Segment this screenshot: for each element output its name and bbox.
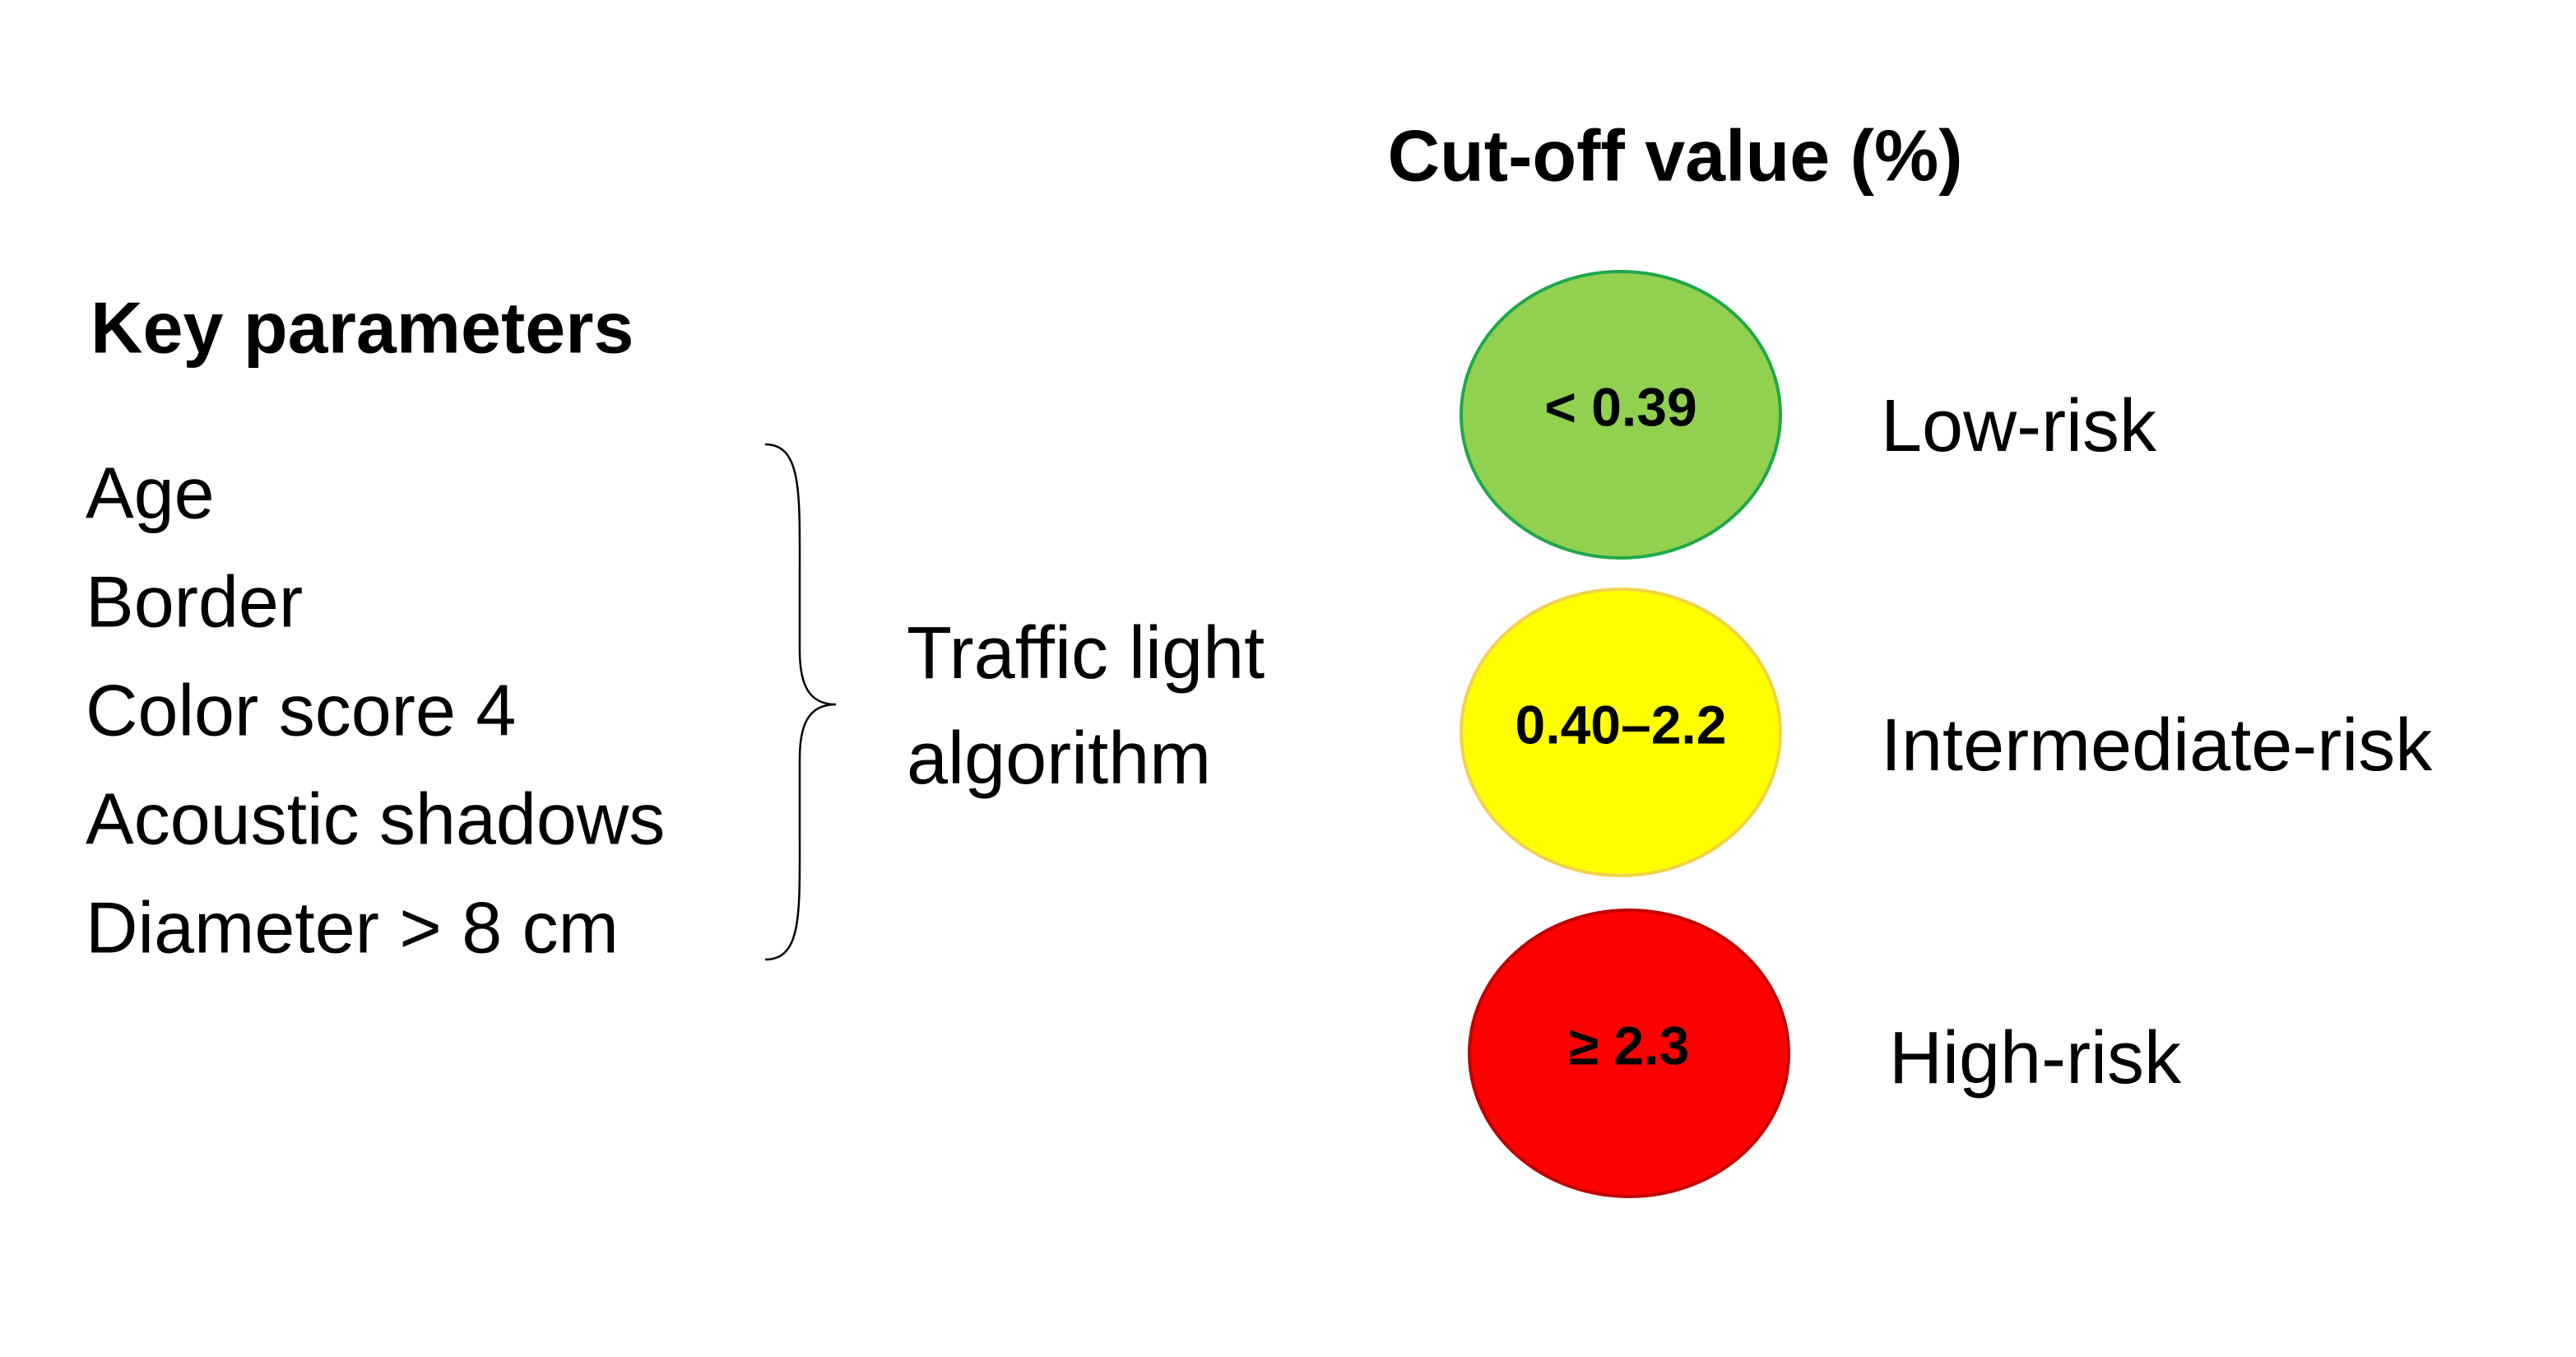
risk-circle [1460, 588, 1782, 877]
cutoff-value: ≥ 2.3 [1569, 1015, 1689, 1076]
parameter-item: Diameter > 8 cm [86, 886, 619, 968]
algorithm-line: Traffic light [907, 612, 1265, 695]
key-parameters-title: Key parameters [91, 286, 634, 368]
risk-circle [1468, 909, 1790, 1198]
cutoff-value: < 0.39 [1544, 376, 1696, 437]
algorithm-line: algorithm [907, 718, 1211, 800]
risk-label: Intermediate-risk [1881, 704, 2433, 787]
risk-label: Low-risk [1881, 385, 2157, 467]
cutoff-value: 0.40–2.2 [1515, 694, 1727, 755]
parameter-item: Color score 4 [86, 669, 516, 751]
parameter-item: Age [86, 452, 215, 533]
risk-label: High-risk [1889, 1017, 2182, 1099]
parameter-item: Border [86, 560, 303, 642]
risk-circle [1460, 270, 1782, 560]
parameter-item: Acoustic shadows [86, 778, 665, 859]
cutoff-title: Cut-off value (%) [1387, 114, 1962, 196]
brace [764, 443, 837, 961]
